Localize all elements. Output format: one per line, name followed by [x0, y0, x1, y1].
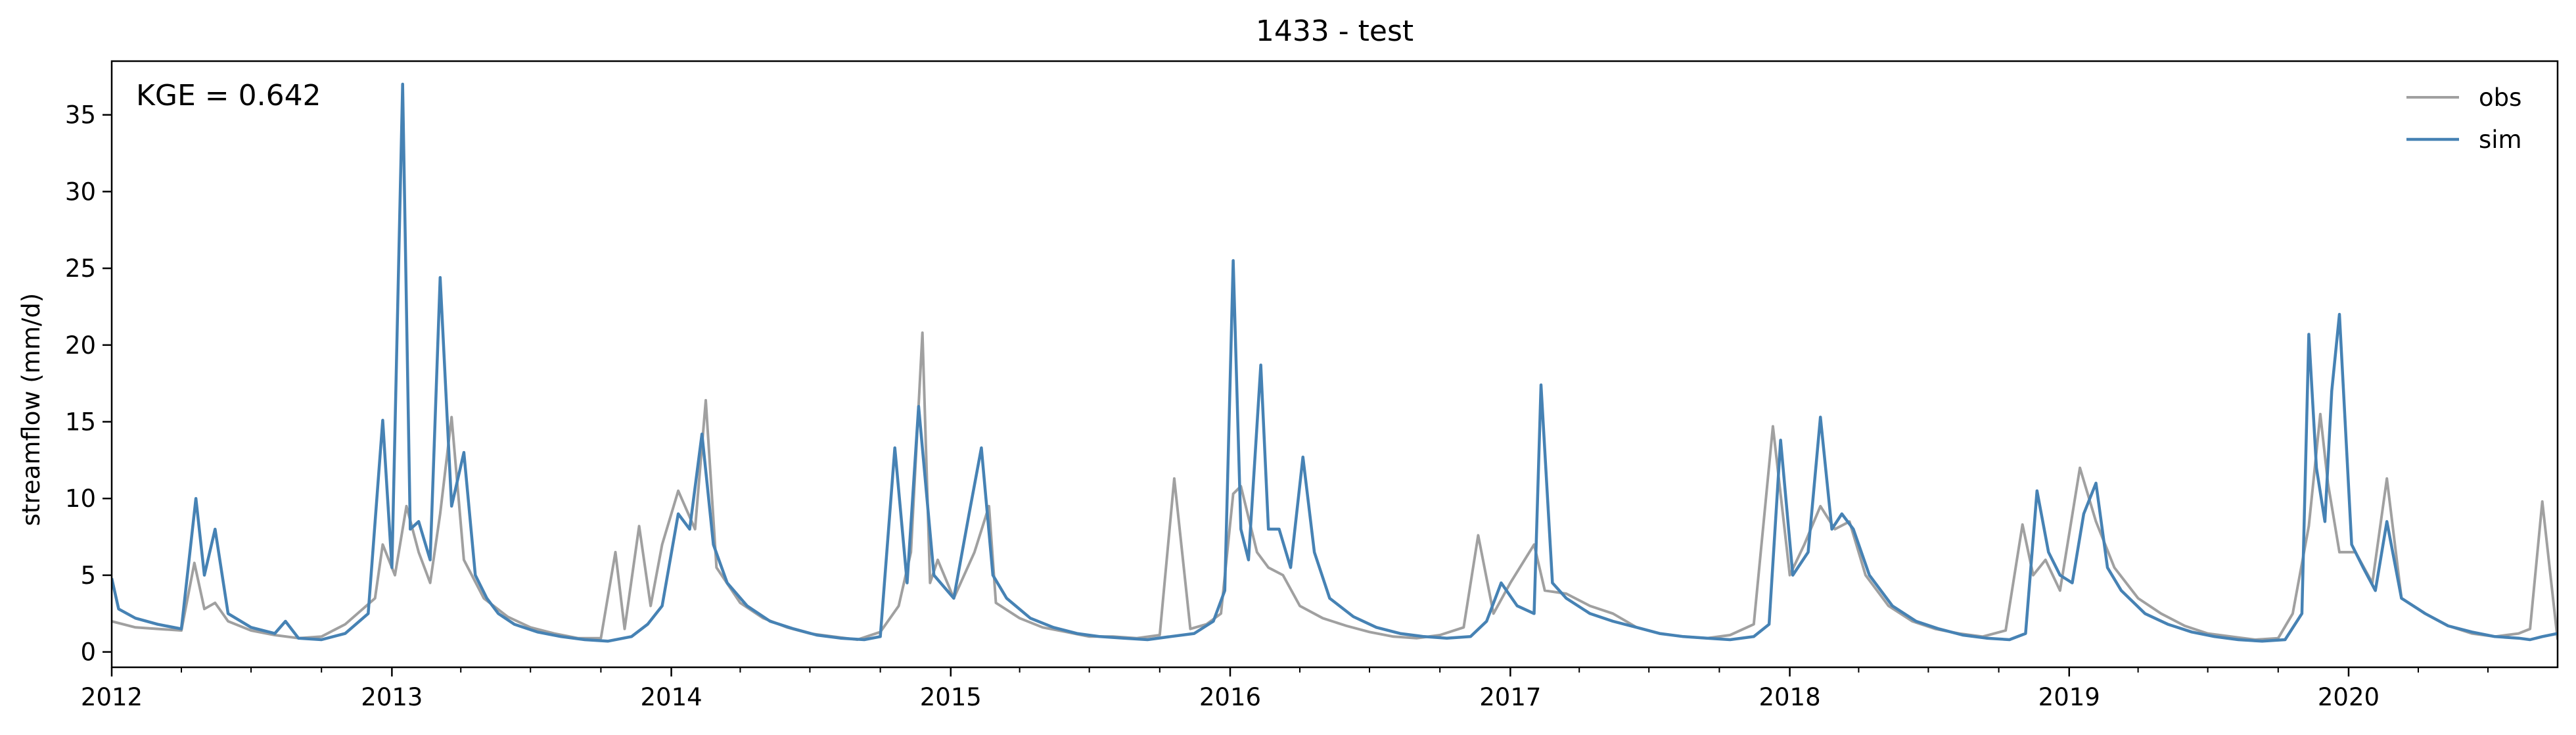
x-tick-label-2016: 2016: [1199, 683, 1261, 711]
kge-annotation: KGE = 0.642: [136, 79, 321, 112]
y-axis: 0 5 10 15 20 25 30 35: [65, 101, 112, 667]
y-tick-label-30: 30: [65, 178, 96, 206]
x-tick-label-2017: 2017: [1479, 683, 1541, 711]
x-tick-label-2018: 2018: [1759, 683, 1820, 711]
series-line-sim: [112, 82, 2558, 643]
x-axis: 2012 2013 2014 2015 2016 2017 2018 2019 2020: [81, 667, 2489, 711]
legend: obs sim: [2406, 83, 2522, 154]
y-tick-label-10: 10: [65, 485, 96, 513]
x-tick-label-2013: 2013: [361, 683, 423, 711]
x-tick-label-2014: 2014: [640, 683, 702, 711]
x-tick-label-2012: 2012: [81, 683, 143, 711]
y-tick-label-35: 35: [65, 101, 96, 130]
x-tick-label-2020: 2020: [2318, 683, 2380, 711]
y-tick-label-15: 15: [65, 408, 96, 437]
x-tick-label-2019: 2019: [2038, 683, 2100, 711]
y-tick-label-0: 0: [80, 638, 96, 667]
plot-frame: [110, 60, 2559, 669]
legend-label-sim: sim: [2479, 126, 2522, 154]
y-tick-label-20: 20: [65, 331, 96, 360]
chart-title: 1433 - test: [1256, 14, 1414, 48]
y-tick-label-5: 5: [80, 561, 96, 590]
y-tick-label-25: 25: [65, 254, 96, 283]
legend-label-obs: obs: [2479, 83, 2521, 112]
x-tick-label-2015: 2015: [920, 683, 982, 711]
plot-area: [112, 82, 2558, 643]
y-axis-label: streamflow (mm/d): [17, 293, 45, 527]
